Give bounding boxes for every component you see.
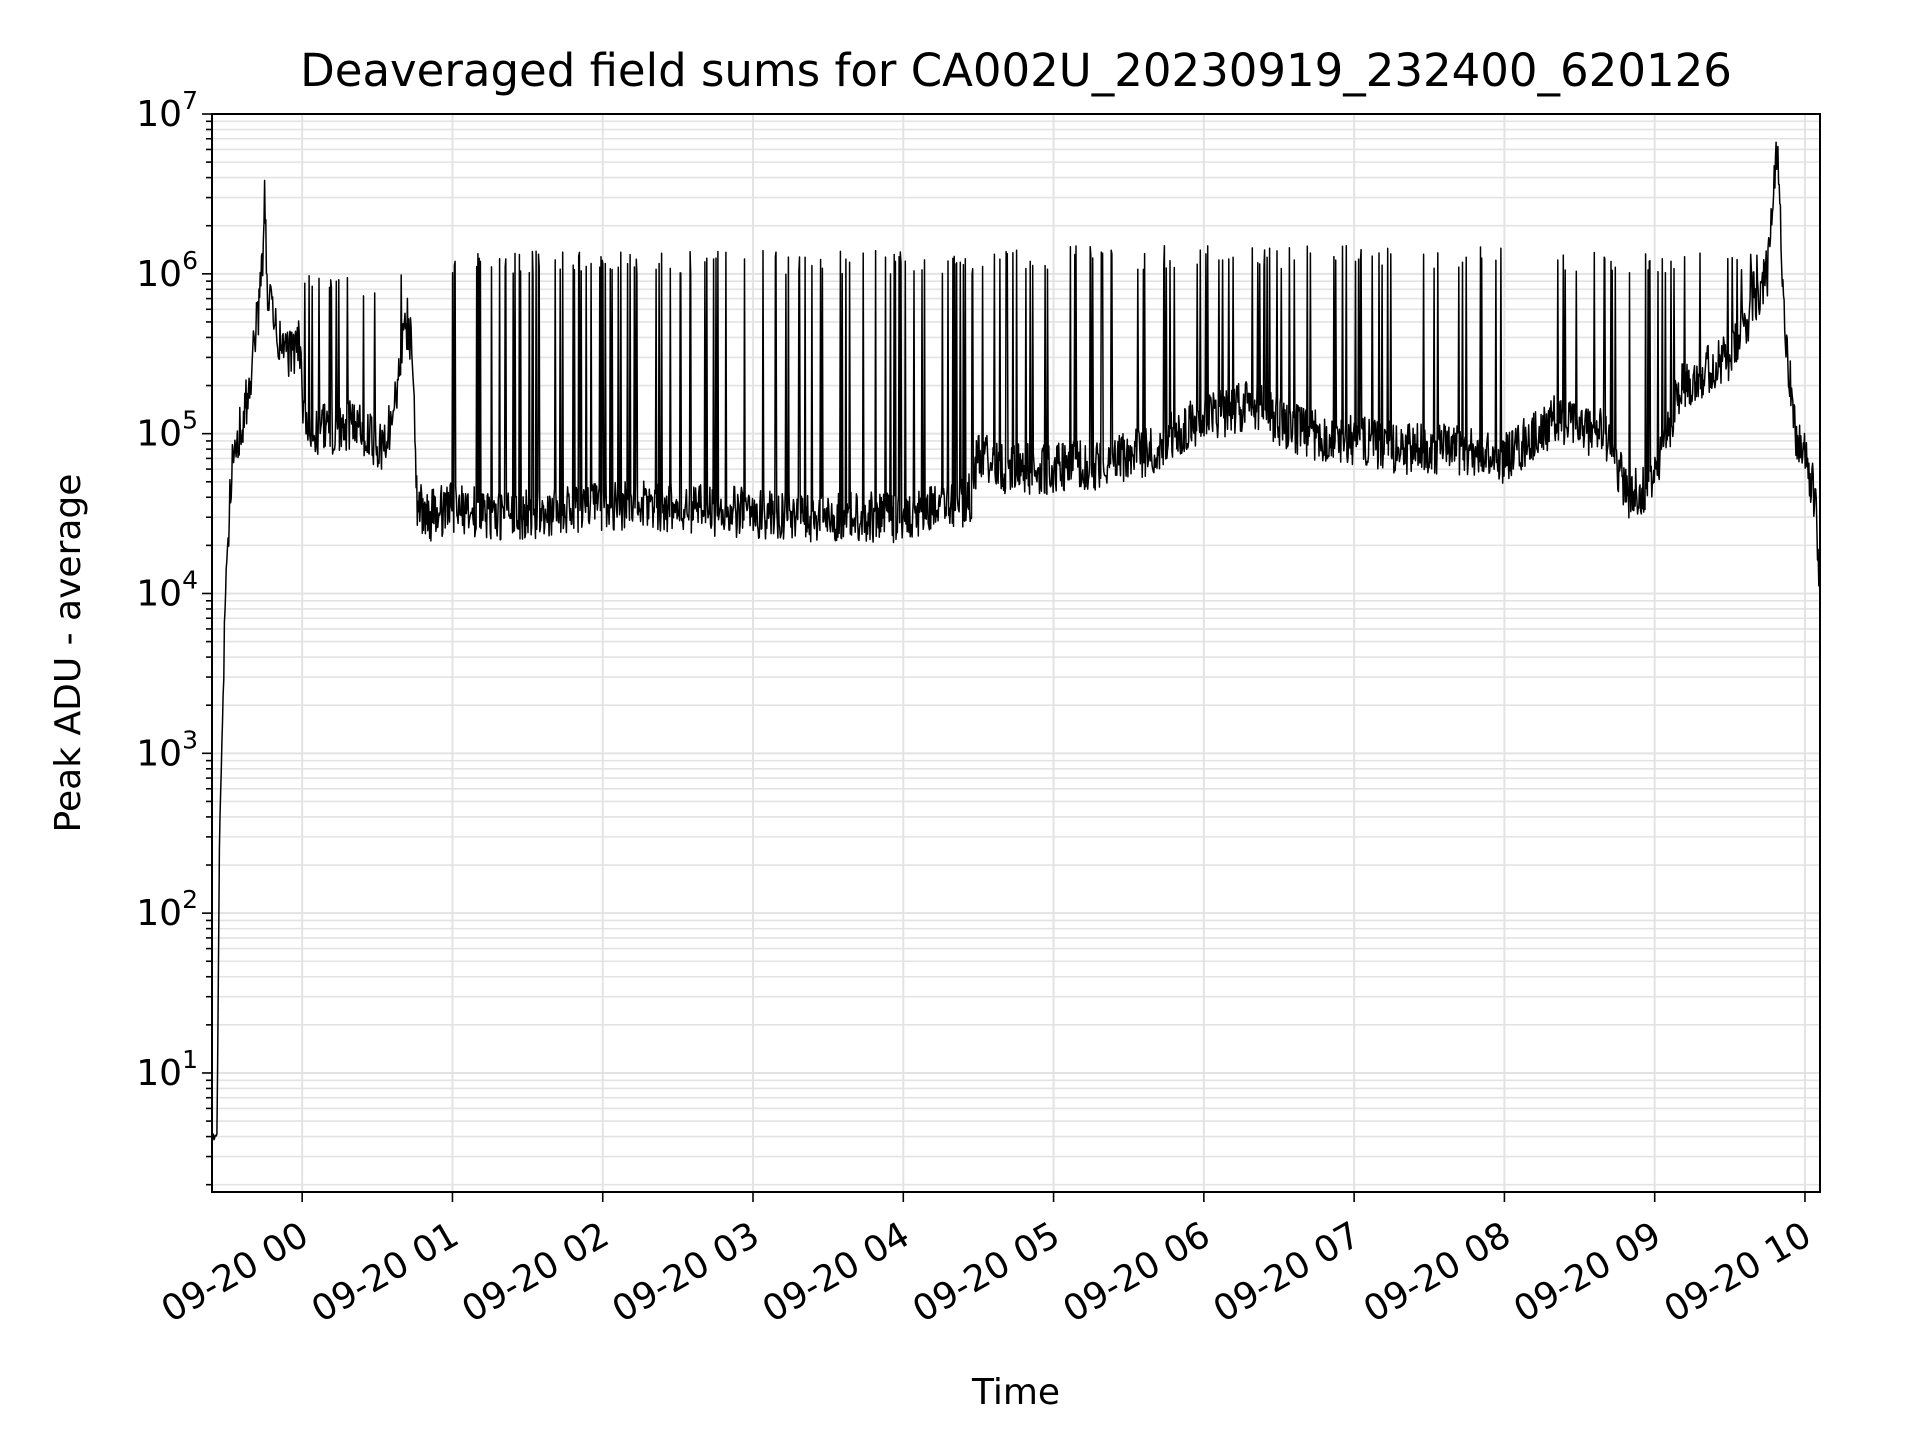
plot-frame <box>211 113 1821 1193</box>
chart-title: Deaveraged field sums for CA002U_2023091… <box>300 44 1732 97</box>
y-tick-label: 107 <box>136 86 198 135</box>
data-series <box>211 141 1821 1141</box>
y-tick-label: 101 <box>136 1045 198 1094</box>
series-line <box>211 141 1821 1141</box>
x-axis-label: Time <box>971 1372 1060 1413</box>
y-axis-label: Peak ADU - average <box>48 474 89 833</box>
y-tick-label: 104 <box>136 565 198 614</box>
y-tick-label: 102 <box>136 885 198 934</box>
y-tick-label: 106 <box>136 246 198 295</box>
y-tick-label: 105 <box>136 406 198 455</box>
y-tick-label: 103 <box>136 725 198 774</box>
